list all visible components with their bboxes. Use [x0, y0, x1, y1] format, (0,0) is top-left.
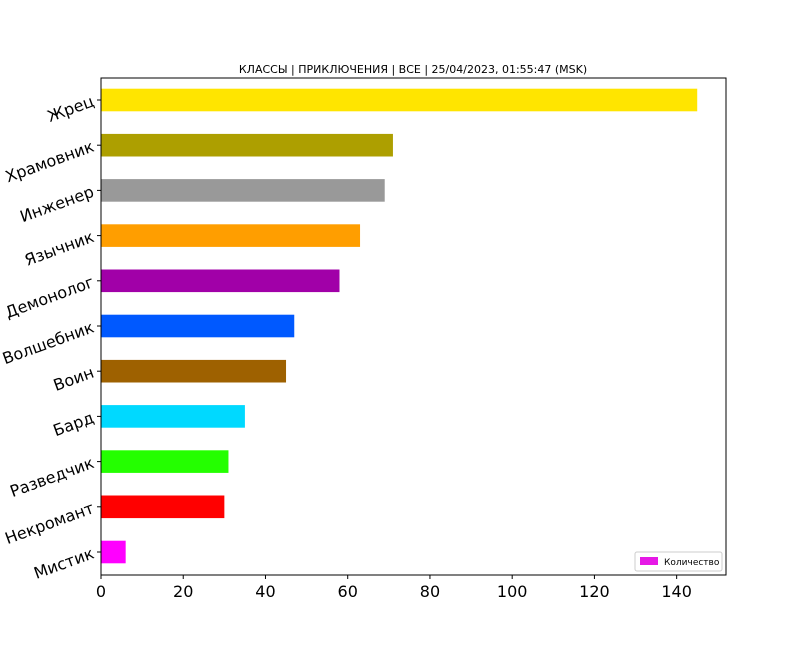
legend: Количество [634, 551, 723, 572]
x-tick-label: 140 [661, 582, 692, 601]
bar-7 [101, 405, 245, 428]
y-tick-label: Бард [50, 408, 96, 440]
y-tick-label: Мистик [31, 543, 96, 582]
y-tick-label: Волшебник [0, 317, 97, 368]
chart-title: КЛАССЫ | ПРИКЛЮЧЕНИЯ | ВСЕ | 25/04/2023,… [239, 63, 587, 76]
legend-label: Количество [664, 558, 720, 568]
y-tick-label: Храмовник [3, 137, 97, 187]
x-tick-label: 20 [173, 582, 193, 601]
bar-1 [101, 133, 393, 157]
bar-2 [101, 179, 385, 202]
y-tick-label: Жрец [45, 92, 97, 126]
bar-10 [101, 540, 126, 564]
bar-4 [101, 269, 340, 293]
y-tick-label: Разведчик [7, 453, 96, 501]
bars-group [101, 88, 698, 564]
x-tick-label: 80 [420, 582, 440, 601]
legend-swatch [640, 557, 658, 565]
y-tick-label: Язычник [22, 227, 97, 270]
bar-0 [101, 88, 698, 112]
y-tick-label: Демонолог [3, 272, 97, 322]
bar-5 [101, 314, 295, 338]
y-tick-label: Инженер [17, 182, 96, 226]
plot-frame [100, 77, 727, 576]
x-tick-label: 40 [255, 582, 275, 601]
bar-8 [101, 450, 229, 473]
legend-box [634, 551, 723, 572]
bar-9 [101, 495, 225, 519]
x-tick-label: 120 [579, 582, 610, 601]
x-axis-ticks: 0 20 40 60 80 100 120 140 [96, 575, 692, 601]
x-tick-label: 100 [497, 582, 528, 601]
y-tick-label: Некромант [2, 498, 96, 548]
bar-6 [101, 359, 287, 383]
y-axis-ticks: Жрец ХрамовникИнженерЯзычникДемонологВолш… [0, 92, 101, 583]
x-tick-label: 60 [338, 582, 358, 601]
bar-3 [101, 224, 361, 247]
y-tick-label: Воин [51, 363, 97, 395]
x-tick-label: 0 [96, 582, 106, 601]
